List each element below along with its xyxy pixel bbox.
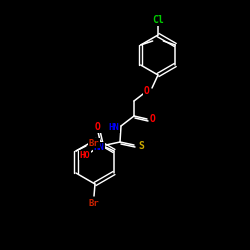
Text: Br: Br: [88, 200, 100, 208]
Text: HO: HO: [80, 150, 90, 160]
Text: O: O: [144, 86, 150, 96]
Text: S: S: [138, 141, 144, 151]
Text: Cl: Cl: [152, 15, 164, 25]
Text: O: O: [95, 122, 101, 132]
Text: HN: HN: [94, 142, 104, 152]
Text: HN: HN: [108, 124, 120, 132]
Text: Br: Br: [88, 138, 99, 147]
Text: O: O: [150, 114, 156, 124]
